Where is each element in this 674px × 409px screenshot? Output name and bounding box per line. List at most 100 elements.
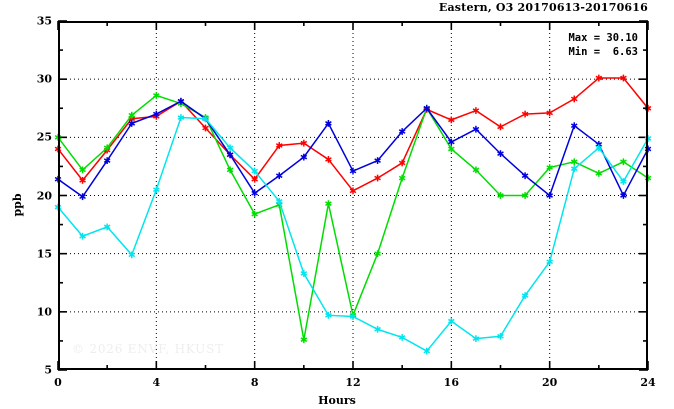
data-point-marker xyxy=(595,171,603,176)
data-point-marker xyxy=(325,312,332,318)
data-point-marker xyxy=(128,252,136,258)
plot-frame xyxy=(58,21,648,370)
data-point-marker xyxy=(128,116,136,122)
data-point-marker xyxy=(153,93,160,98)
data-point-marker xyxy=(570,159,578,165)
data-point-marker xyxy=(349,168,357,174)
x-tick-label: 16 xyxy=(443,376,459,389)
data-point-marker xyxy=(79,167,86,173)
data-point-marker xyxy=(497,124,504,130)
x-tick-label: 0 xyxy=(54,376,62,389)
data-point-marker xyxy=(497,151,504,156)
data-point-marker xyxy=(620,159,627,165)
data-point-marker xyxy=(448,117,455,123)
data-point-marker xyxy=(275,143,283,148)
data-point-marker xyxy=(570,96,578,102)
data-point-marker xyxy=(177,98,185,104)
data-point-marker xyxy=(300,337,308,343)
data-point-marker xyxy=(546,110,553,116)
data-point-marker xyxy=(521,173,529,179)
x-axis-label: Hours xyxy=(318,394,356,407)
data-point-marker xyxy=(546,259,553,265)
data-point-marker xyxy=(374,175,381,181)
y-tick-label: 25 xyxy=(36,130,52,144)
data-point-marker xyxy=(374,326,381,332)
watermark: © 2026 ENVF, HKUST xyxy=(72,342,224,356)
y-tick-label: 10 xyxy=(36,305,52,319)
data-point-marker xyxy=(128,112,136,118)
data-point-marker xyxy=(398,175,406,181)
data-point-marker xyxy=(398,335,406,340)
data-point-marker xyxy=(177,115,185,120)
plot-area: Max = 30.10 Min = 6.63 © 2026 ENVF, HKUS… xyxy=(54,20,652,371)
data-point-marker xyxy=(275,173,283,179)
data-point-marker xyxy=(103,158,111,163)
y-tick-label: 15 xyxy=(36,247,52,261)
data-point-marker xyxy=(349,188,357,194)
data-point-marker xyxy=(79,178,86,183)
data-point-marker xyxy=(497,333,504,339)
data-point-marker xyxy=(448,146,455,152)
data-point-marker xyxy=(423,105,431,111)
data-point-marker xyxy=(153,111,160,117)
data-point-marker xyxy=(128,121,136,126)
data-point-marker xyxy=(620,193,627,198)
data-point-marker xyxy=(521,193,529,198)
data-point-marker xyxy=(79,194,86,200)
x-tick-label: 24 xyxy=(640,376,656,389)
data-point-marker xyxy=(226,152,234,158)
data-point-marker xyxy=(521,293,529,298)
data-point-marker xyxy=(349,314,357,319)
data-point-marker xyxy=(275,198,283,204)
data-point-marker xyxy=(620,179,627,184)
data-point-marker xyxy=(202,125,209,131)
y-tick-label: 30 xyxy=(36,72,52,86)
data-point-marker xyxy=(251,168,258,174)
data-point-marker xyxy=(448,139,455,145)
data-point-marker xyxy=(374,158,381,163)
data-point-marker xyxy=(275,202,283,208)
y-tick-label: 20 xyxy=(36,189,52,202)
data-point-marker xyxy=(103,145,111,151)
data-point-marker xyxy=(300,154,308,160)
data-point-marker xyxy=(300,271,308,276)
data-point-marker xyxy=(595,75,603,81)
data-point-marker xyxy=(546,193,553,198)
data-point-marker xyxy=(251,176,258,182)
data-point-marker xyxy=(595,141,603,147)
data-point-marker xyxy=(546,165,553,170)
data-point-marker xyxy=(251,211,258,217)
data-point-marker xyxy=(398,129,406,134)
data-point-marker xyxy=(202,116,209,122)
data-point-marker xyxy=(472,167,480,173)
data-point-marker xyxy=(595,145,603,151)
data-point-marker xyxy=(153,187,160,193)
y-tick-label: 35 xyxy=(36,14,52,28)
x-tick-label: 12 xyxy=(345,376,361,389)
data-point-marker xyxy=(325,201,332,206)
y-tick-label: 5 xyxy=(44,363,52,377)
data-point-marker xyxy=(226,167,234,173)
data-point-marker xyxy=(521,111,529,117)
data-point-marker xyxy=(79,233,86,239)
data-point-marker xyxy=(103,224,111,230)
data-point-marker xyxy=(570,166,578,172)
data-point-marker xyxy=(300,140,308,146)
x-tick-label: 4 xyxy=(152,376,161,389)
data-point-marker xyxy=(423,348,431,354)
chart-title: Eastern, O3 20170613-20170616 xyxy=(438,1,648,14)
data-point-marker xyxy=(398,160,406,166)
data-point-marker xyxy=(497,193,504,198)
data-point-marker xyxy=(251,190,258,196)
data-point-marker xyxy=(325,121,332,126)
data-point-marker xyxy=(472,108,480,113)
data-point-marker xyxy=(472,336,480,341)
data-point-marker xyxy=(374,251,381,257)
data-point-marker xyxy=(472,126,480,132)
data-point-marker xyxy=(325,157,332,162)
data-point-marker xyxy=(570,123,578,129)
data-point-marker xyxy=(448,318,455,324)
x-tick-label: 8 xyxy=(250,376,259,389)
stats-annotation: Max = 30.10 Min = 6.63 xyxy=(568,32,638,59)
